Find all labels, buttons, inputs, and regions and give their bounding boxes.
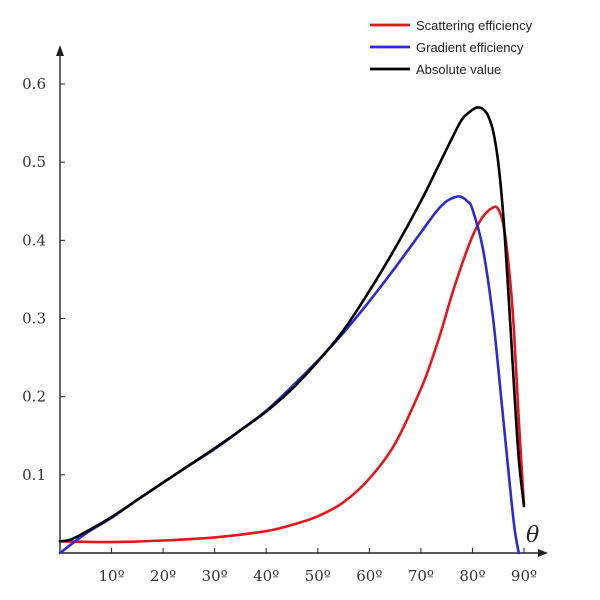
x-axis-label: θ — [526, 523, 539, 548]
y-axis-ticks: 0.1 0.2 0.3 0.4 0.5 0.6 — [22, 75, 65, 484]
x-tick-label: 30º — [202, 567, 228, 585]
series-line-absolute-value — [58, 106, 526, 543]
x-tick-label: 40º — [253, 567, 279, 585]
y-tick-label: 0.3 — [22, 310, 46, 328]
x-tick-label: 70º — [408, 567, 434, 585]
y-tick-label: 0.1 — [22, 466, 46, 484]
y-tick-label: 0.2 — [22, 388, 46, 406]
axes — [56, 45, 548, 557]
x-axis-ticks: 10º 20º 30º 40º 50º 60º 70º 80º 90º — [98, 548, 537, 585]
y-axis-arrow — [56, 45, 64, 56]
x-tick-label: 50º — [305, 567, 331, 585]
legend: Scattering efficiency Gradient efficiency… — [370, 18, 533, 77]
y-tick-label: 0.6 — [22, 75, 46, 93]
series-lines — [58, 106, 526, 555]
y-tick-label: 0.4 — [22, 231, 46, 249]
legend-label: Absolute value — [416, 62, 501, 77]
x-axis-arrow — [538, 549, 548, 557]
y-tick-label: 0.5 — [22, 153, 46, 171]
legend-item-gradient-efficiency: Gradient efficiency — [370, 40, 524, 55]
x-tick-label: 20º — [150, 567, 176, 585]
legend-label: Gradient efficiency — [416, 40, 524, 55]
x-tick-label: 10º — [98, 567, 124, 585]
x-tick-label: 90º — [511, 567, 537, 585]
x-tick-label: 80º — [459, 567, 485, 585]
x-tick-label: 60º — [356, 567, 382, 585]
legend-item-absolute-value: Absolute value — [370, 62, 501, 77]
legend-item-scattering-efficiency: Scattering efficiency — [370, 18, 533, 33]
legend-label: Scattering efficiency — [416, 18, 533, 33]
